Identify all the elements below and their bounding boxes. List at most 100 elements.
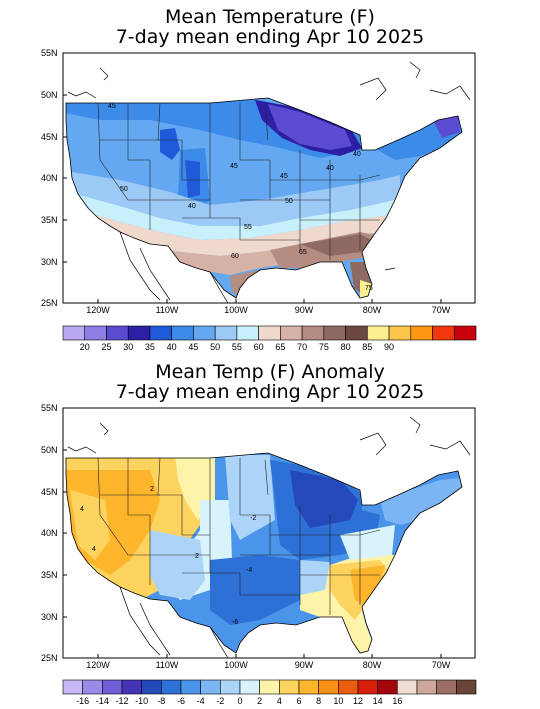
colorbar-label: 6	[296, 696, 302, 706]
p1-lat-label: 35N	[41, 215, 58, 225]
colorbar-label: 30	[123, 342, 134, 352]
colorbar-label: -12	[115, 696, 129, 706]
p2-lon-label: 80W	[362, 660, 382, 670]
colorbar-label: 55	[231, 342, 242, 352]
colorbar-label: 40	[166, 342, 177, 352]
p1-lat-label: 30N	[41, 257, 58, 267]
colorbar-label: 10	[333, 696, 344, 706]
p1-lat-label: 55N	[41, 48, 58, 58]
colorbar-label: 80	[340, 342, 351, 352]
colorbar-swatch	[388, 325, 412, 341]
colorbar-swatch	[367, 325, 390, 341]
p1-lat-label: 40N	[41, 173, 58, 183]
colorbar-label: 8	[316, 696, 322, 706]
colorbar-label: -10	[135, 696, 149, 706]
p1-contour-label: 55	[244, 224, 252, 231]
colorbar-swatch	[410, 325, 433, 341]
colorbar-label: 35	[144, 342, 155, 352]
panel1-ticks	[63, 52, 442, 303]
p2-lat-label: 35N	[41, 570, 58, 580]
colorbar-label: 45	[188, 342, 199, 352]
colorbar-label: 4	[276, 696, 282, 706]
colorbar-swatch	[171, 325, 194, 341]
p1-lon-label: 100W	[224, 305, 248, 315]
panel2-title: Mean Temp (F) Anomaly	[155, 361, 385, 383]
colorbar-label: -14	[95, 696, 109, 706]
panel1-coastlines	[67, 61, 471, 303]
colorbar-label: 0	[237, 696, 243, 706]
colorbar-swatch	[258, 325, 281, 341]
p2-lat-label: 40N	[41, 528, 58, 538]
colorbar-label: 2	[257, 696, 263, 706]
colorbar-swatch	[280, 325, 303, 341]
p2-lat-label: 30N	[41, 612, 58, 622]
panel1-state-lines	[97, 102, 381, 260]
colorbar-swatch	[432, 325, 455, 341]
colorbar-swatch	[345, 325, 368, 341]
colorbar-swatch	[127, 325, 151, 341]
p1-lon-label: 110W	[155, 305, 179, 315]
colorbar-label: 90	[384, 342, 395, 352]
panel1-us-outline	[65, 97, 463, 299]
colorbar-label: 16	[392, 696, 403, 706]
p2-lon-label: 110W	[155, 660, 179, 670]
p2-lat-label: 25N	[41, 653, 58, 663]
p2-lon-label: 90W	[294, 660, 314, 670]
colorbar-label: -6	[176, 696, 185, 706]
colorbar-label: -4	[196, 696, 205, 706]
colorbar-swatch	[62, 325, 86, 341]
p1-lon-label: 70W	[431, 305, 451, 315]
p1-lat-label: 45N	[41, 132, 58, 142]
p1-contour-label: 45	[280, 173, 288, 180]
panel1-colorbar	[62, 325, 477, 341]
panel1-title: Mean Temperature (F)	[165, 6, 375, 28]
colorbar-label: 25	[101, 342, 112, 352]
panel1-contour-labels: 45 45 40 50 45 50 40 55 60 65 40 75	[108, 103, 373, 292]
colorbar-swatch	[149, 325, 172, 341]
p2-lon-label: 100W	[224, 660, 248, 670]
colorbar-swatch	[236, 325, 259, 341]
colorbar-swatch	[106, 325, 129, 341]
colorbar-label: 14	[372, 696, 383, 706]
p1-contour-label: 40	[326, 165, 334, 172]
colorbar-label: 12	[352, 696, 363, 706]
p2-lat-label: 45N	[41, 487, 58, 497]
colorbar-label: 20	[79, 342, 90, 352]
colorbar-label: 65	[275, 342, 286, 352]
panel2-subtitle: 7-day mean ending Apr 10 2025	[115, 381, 425, 403]
p1-contour-label: 50	[285, 198, 293, 205]
p1-lon-label: 90W	[294, 305, 314, 315]
colorbar-swatch	[453, 325, 477, 341]
p1-lat-label: 25N	[41, 298, 58, 308]
p2-lat-label: 50N	[41, 445, 58, 455]
colorbar-label: 85	[362, 342, 373, 352]
p2-lon-label: 70W	[431, 660, 451, 670]
colorbar-swatch	[214, 325, 238, 341]
colorbar-label: 75	[318, 342, 329, 352]
colorbar-swatch	[84, 325, 107, 341]
colorbar-swatch	[301, 325, 325, 341]
p1-contour-label: 40	[188, 203, 196, 210]
p1-lat-label: 50N	[41, 90, 58, 100]
panel1-subtitle: 7-day mean ending Apr 10 2025	[115, 26, 425, 48]
p1-lon-label: 80W	[362, 305, 382, 315]
p1-contour-label: 65	[299, 249, 307, 256]
p2-lat-label: 55N	[41, 403, 58, 413]
colorbar-label: 60	[253, 342, 264, 352]
p1-contour-label: 40	[353, 151, 361, 158]
colorbar-label: -16	[76, 696, 90, 706]
colorbar-swatch	[323, 325, 346, 341]
p1-contour-label: 60	[231, 253, 239, 260]
colorbar-label: 50	[210, 342, 221, 352]
colorbar-label: 70	[297, 342, 308, 352]
p1-contour-label: 45	[230, 163, 238, 170]
colorbar-label: -2	[216, 696, 225, 706]
p1-contour-label: 75	[365, 285, 373, 292]
colorbar-swatch	[193, 325, 216, 341]
p1-contour-label: 45	[108, 103, 116, 110]
p1-lon-label: 120W	[86, 305, 110, 315]
p2-lon-label: 120W	[86, 660, 110, 670]
p1-contour-label: 50	[120, 186, 128, 193]
colorbar-label: -8	[157, 696, 166, 706]
